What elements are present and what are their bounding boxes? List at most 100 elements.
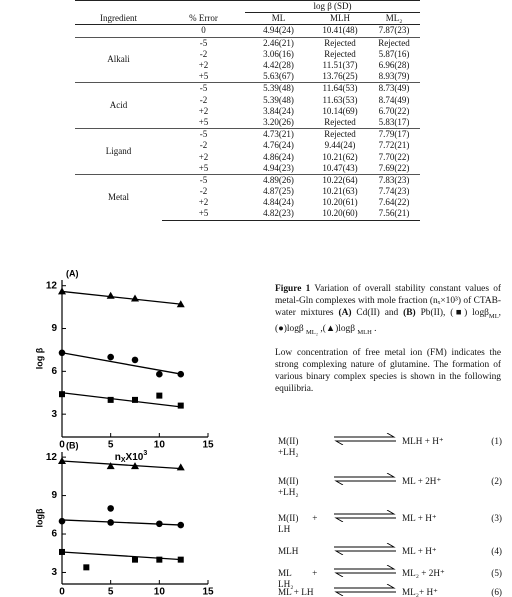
cell: Rejected — [368, 36, 421, 49]
y-tick-label: 3 — [51, 409, 57, 420]
column-header: Ingredient — [75, 12, 162, 26]
equation-number: (6) — [491, 587, 502, 597]
cell: 10.14(69) — [322, 105, 358, 116]
table-row: Acid -5 5.39(48) 11.64(53) 8.73(49) — [75, 82, 421, 129]
cell: 7.79(17) — [368, 128, 421, 141]
table-row: +5 4.94(23) 10.47(43) 7.69(22) — [75, 163, 420, 175]
square-marker — [177, 402, 184, 409]
cell: Rejected — [312, 128, 368, 141]
cell: +2 — [198, 105, 209, 116]
equilibrium-arrow — [334, 543, 396, 555]
fit-line — [61, 551, 182, 561]
y-tick-label: 9 — [51, 323, 57, 334]
super-header: log β (SD) — [245, 0, 421, 14]
square-marker — [83, 564, 90, 571]
x-tick-label: 15 — [202, 440, 214, 451]
x-tick-label: 0 — [59, 440, 65, 451]
cell: 7.72(21) — [378, 140, 410, 151]
caption-part: Pb(II), (■) logβ — [415, 308, 489, 318]
group-label: Ligand — [75, 128, 162, 175]
equation-number: (3) — [491, 513, 502, 523]
caption-part: , (●)logβ — [275, 308, 502, 334]
caption-part: Cd(II) and — [351, 308, 404, 318]
cell: 8.73(49) — [368, 82, 421, 95]
reactants: M(II) +LH₂ — [278, 476, 330, 498]
cell: 10.20(60) — [312, 208, 368, 221]
reactant-line: M(II) — [278, 436, 299, 446]
x-tick-label: 5 — [108, 587, 114, 597]
fit-line — [61, 392, 182, 408]
cell: 6.96(28) — [378, 60, 410, 71]
caption-part: MLH — [357, 328, 372, 336]
cell: 10.47(43) — [322, 162, 358, 173]
caption-part: (A) — [338, 308, 352, 318]
cell: -2 — [199, 48, 208, 59]
square-marker — [156, 392, 163, 399]
cell: 7.70(22) — [378, 151, 410, 162]
cell: 4.42(28) — [263, 60, 294, 71]
cell: 10.41(48) — [322, 25, 358, 36]
reactant-line: ML + — [278, 568, 318, 578]
cell: 4.94(24) — [263, 25, 294, 36]
header-blank — [162, 0, 245, 13]
paragraph: Low concentration of free metal ion (FM)… — [275, 348, 501, 394]
cell: 10.20(61) — [322, 197, 358, 208]
column-header: ML₂ — [368, 12, 421, 26]
cell: 7.64(22) — [378, 197, 410, 208]
results-table: log β (SD) Ingredient% Error ML MLH ML₂ 0 4.… — [75, 0, 421, 221]
cell: 4.73(21) — [245, 128, 312, 141]
table-row: -2 5.39(48) 11.63(53) 8.74(49) — [75, 95, 420, 106]
cell: 2.46(21) — [245, 36, 312, 49]
circle-marker — [156, 370, 163, 378]
table-row: +2 4.86(24) 10.21(62) 7.70(22) — [75, 151, 420, 162]
y-tick-label: 6 — [51, 366, 57, 377]
fit-line — [61, 519, 182, 526]
caption-part: ML — [488, 312, 499, 320]
reactants: MLH — [278, 546, 330, 557]
equilibrium-arrow — [334, 584, 396, 596]
cell: 3.20(26) — [263, 116, 294, 127]
reactant-line: +LH₂ — [278, 447, 299, 457]
cell: 11.64(53) — [312, 82, 368, 95]
cell: 11.63(53) — [322, 94, 358, 105]
equation-number: (5) — [491, 568, 502, 578]
y-tick-label: 9 — [51, 490, 57, 501]
caption-part: . — [371, 323, 377, 334]
square-marker — [107, 396, 114, 403]
table-row: +2 4.84(24) 10.20(61) 7.64(22) — [75, 197, 420, 208]
triangle-marker — [131, 294, 139, 302]
table-row: Ligand -5 4.73(21) Rejected 7.79(17) — [75, 128, 421, 175]
table-row: -2 4.87(25) 10.21(63) 7.74(23) — [75, 186, 420, 197]
x-tick-label: 10 — [154, 587, 166, 597]
equilibrium-arrow — [334, 510, 396, 522]
cell: 3.06(16) — [263, 48, 294, 59]
products: ML + H⁺ — [402, 513, 437, 523]
cell: 7.56(21) — [368, 208, 421, 221]
group-label: Acid — [75, 82, 162, 129]
header-blank — [75, 0, 162, 13]
y-tick-label: 6 — [51, 529, 57, 540]
products: ML₂+ H⁺ — [402, 587, 438, 597]
cell: 7.74(23) — [378, 186, 410, 197]
x-tick-label: 5 — [108, 440, 114, 451]
table-row: -2 4.76(24) 9.44(24) 7.72(21) — [75, 140, 420, 151]
cell: Rejected — [312, 36, 368, 49]
caption-part: Variation of overall stability constant … — [275, 284, 502, 318]
triangle-marker — [106, 462, 115, 470]
cell: 6.70(22) — [378, 105, 410, 116]
cell: 10.21(62) — [322, 151, 358, 162]
equation-number: (2) — [491, 476, 502, 486]
triangle-marker — [176, 463, 185, 471]
fit-line — [61, 290, 182, 305]
x-tick-label: 10 — [154, 440, 166, 451]
cell — [75, 25, 162, 37]
cell: 4.94(23) — [263, 162, 294, 173]
cell: 4.89(26) — [245, 173, 312, 186]
cell: 9.44(24) — [324, 140, 356, 151]
cell: +2 — [198, 197, 209, 208]
circle-marker — [156, 520, 163, 528]
equilibrium-arrow — [334, 565, 396, 577]
reactant-line: M(II) — [278, 476, 299, 486]
